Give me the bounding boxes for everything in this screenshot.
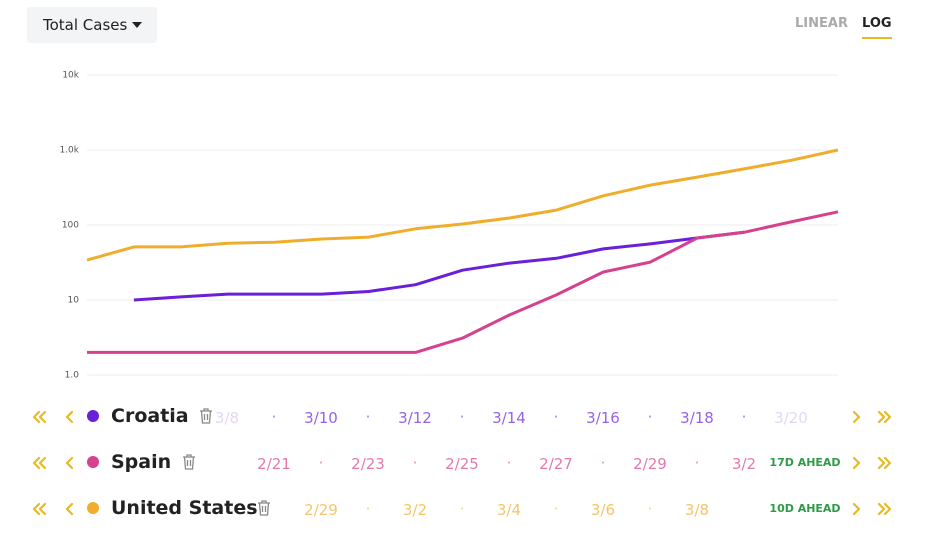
separator: ·	[365, 408, 371, 426]
separator: ·	[318, 454, 324, 472]
date-label: 2/29	[633, 455, 667, 473]
metric-label: Total Cases	[43, 16, 128, 34]
skip-forward[interactable]	[876, 409, 892, 425]
step-forward[interactable]	[849, 409, 865, 425]
y-tick-label: 1.0	[65, 371, 80, 381]
series-dot	[87, 410, 99, 422]
remove-series[interactable]	[257, 500, 271, 516]
series-name: United States	[111, 497, 258, 519]
series-dot	[87, 456, 99, 468]
series-line	[86, 148, 839, 262]
date-label: 3/20	[774, 409, 808, 427]
skip-back[interactable]	[32, 501, 48, 517]
date-label: 2/21	[257, 455, 291, 473]
separator: ·	[741, 408, 747, 426]
skip-back[interactable]	[32, 409, 48, 425]
step-forward[interactable]	[849, 455, 865, 471]
chart: 1.0 10 100 1.0k 10k	[59, 71, 839, 381]
series-name: Spain	[111, 451, 172, 473]
timeline-row: Croatia 3/8 · 3/10 · 3/12 · 3/14 · 3/16 · 3/18 · 3/20	[0, 397, 950, 437]
separator: ·	[647, 500, 653, 518]
date-label: 3/16	[586, 409, 620, 427]
separator: ·	[553, 500, 559, 518]
series-line	[133, 230, 745, 302]
series-name: Croatia	[111, 405, 189, 427]
skip-back[interactable]	[32, 455, 48, 471]
scale-toggle[interactable]: LINEAR	[795, 16, 848, 31]
date-label: 2/23	[351, 455, 385, 473]
y-tick-label: 10	[68, 296, 80, 306]
date-label: 2/25	[445, 455, 479, 473]
separator: ·	[459, 408, 465, 426]
remove-series[interactable]	[182, 454, 196, 470]
date-label: 3/14	[492, 409, 526, 427]
date-label: 3/8	[214, 409, 240, 427]
date-label: 3/2	[402, 501, 428, 519]
separator: ·	[694, 454, 700, 472]
caret	[132, 22, 142, 28]
separator: ·	[365, 500, 371, 518]
y-tick-label: 1.0k	[59, 146, 79, 156]
y-tick-label: 100	[62, 221, 79, 231]
date-label: 3/4	[496, 501, 522, 519]
timeline-row: United States 2/29 · 3/2 · 3/4 · 3/6 · 3/8 10D AHE…	[0, 489, 950, 529]
step-back[interactable]	[61, 455, 77, 471]
date-label: 2/29	[304, 501, 338, 519]
separator: ·	[271, 408, 277, 426]
date-label: 2/27	[539, 455, 573, 473]
metric-dropdown[interactable]: Total Cases	[27, 7, 157, 43]
step-back[interactable]	[61, 409, 77, 425]
timeline-row: Spain 2/21 · 2/23 · 2/25 · 2/27 · 2/29 · 3/2 17D AHE…	[0, 443, 950, 483]
series-dot	[87, 502, 99, 514]
separator: ·	[412, 454, 418, 472]
skip-forward[interactable]	[876, 501, 892, 517]
date-label: 3/12	[398, 409, 432, 427]
series-line	[87, 210, 839, 354]
ahead-label: 17D AHEAD	[769, 456, 841, 469]
remove-series[interactable]	[199, 408, 213, 424]
separator: ·	[506, 454, 512, 472]
date-label: 3/10	[304, 409, 338, 427]
scale-toggle[interactable]: LOG	[862, 16, 892, 39]
date-label: 3/8	[684, 501, 710, 519]
separator: ·	[553, 408, 559, 426]
separator: ·	[600, 454, 606, 472]
date-label: 3/6	[590, 501, 616, 519]
skip-forward[interactable]	[876, 455, 892, 471]
separator: ·	[647, 408, 653, 426]
y-tick-label: 10k	[62, 71, 79, 81]
ahead-label: 10D AHEAD	[769, 502, 841, 515]
separator: ·	[459, 500, 465, 518]
date-label: 3/2	[731, 455, 757, 473]
step-back[interactable]	[61, 501, 77, 517]
date-label: 3/18	[680, 409, 714, 427]
step-forward[interactable]	[849, 501, 865, 517]
